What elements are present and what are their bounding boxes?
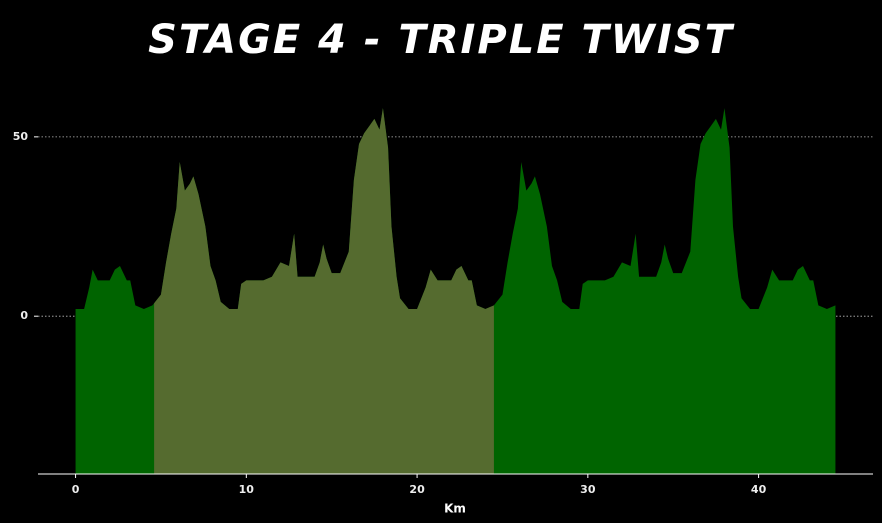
y-tick-label: 0 (20, 309, 28, 322)
x-tick-label: 30 (580, 483, 596, 496)
highlight-area (154, 108, 494, 474)
x-tick-label: 40 (751, 483, 767, 496)
chart-title: STAGE 4 - TRIPLE TWIST (148, 17, 734, 63)
x-tick-label: 10 (239, 483, 255, 496)
y-tick-label: 50 (13, 130, 29, 143)
x-axis-label: Km (444, 502, 466, 516)
x-tick-label: 0 (72, 483, 80, 496)
x-tick-label: 20 (409, 483, 425, 496)
